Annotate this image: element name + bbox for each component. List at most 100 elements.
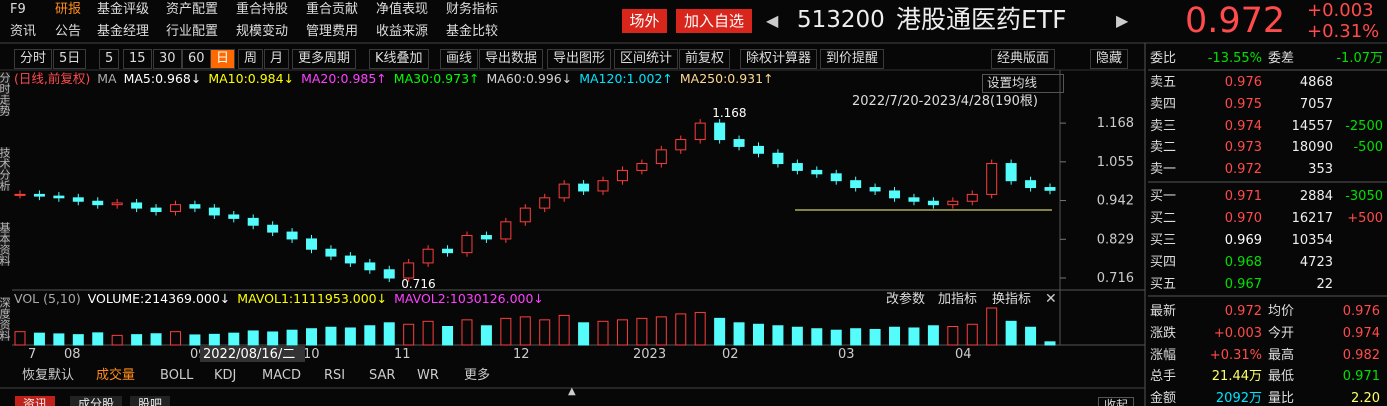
vol-button[interactable]: 改参数 — [886, 292, 926, 307]
indicator-tab[interactable]: MACD — [262, 368, 301, 383]
volume-bar — [344, 327, 356, 346]
book-label: 买四 — [1150, 255, 1177, 270]
candle — [442, 248, 454, 254]
side-tab[interactable]: 技术分析 — [0, 147, 11, 191]
indicator-tab[interactable]: 更多 — [464, 368, 491, 383]
volume-bar — [72, 334, 84, 346]
toolbar-button[interactable]: 5 — [99, 49, 120, 69]
menu-item[interactable]: 管理费用 — [306, 24, 359, 39]
candle — [791, 163, 803, 171]
toolbar-button[interactable]: 导出数据 — [479, 49, 544, 69]
menu-item[interactable]: 基金经理 — [97, 24, 150, 39]
bottom-tab[interactable]: 资讯 — [15, 396, 56, 406]
ma-legend: (日线,前复权) — [14, 71, 91, 86]
vol-button[interactable]: 换指标 — [992, 292, 1032, 307]
close-icon[interactable]: ✕ — [1045, 291, 1057, 307]
bottom-tab[interactable]: 股吧 — [130, 396, 171, 406]
menu-item[interactable]: 研报 — [55, 2, 82, 17]
toolbar-button[interactable]: 经典版面 — [991, 49, 1056, 69]
next-arrow[interactable]: ▶ — [1116, 11, 1129, 30]
toolbar-button[interactable]: 15 — [123, 49, 152, 69]
bottom-tab[interactable]: 成分股 — [70, 396, 123, 406]
indicator-tab[interactable]: RSI — [324, 368, 346, 383]
collapse-arrow[interactable]: ▲ — [568, 386, 576, 397]
menu-item[interactable]: 重合持股 — [236, 2, 289, 17]
candle — [597, 180, 609, 192]
menu-item[interactable]: 重合贡献 — [306, 2, 359, 17]
volume-bar — [578, 322, 590, 346]
toolbar-button[interactable]: 除权计算器 — [740, 49, 818, 69]
side-tab[interactable]: 分时走势 — [0, 72, 11, 116]
prev-arrow[interactable]: ◀ — [766, 11, 779, 30]
volume-bar — [830, 329, 842, 346]
toolbar-button[interactable]: 5日 — [53, 49, 87, 69]
book-volume: 22 — [1316, 277, 1333, 292]
stat-label: 最高 — [1268, 348, 1295, 363]
volume-bar — [1044, 341, 1056, 346]
candle — [966, 193, 978, 202]
menu-item[interactable]: 资产配置 — [166, 2, 219, 17]
toolbar-button[interactable]: 到价提醒 — [820, 49, 885, 69]
volume-bar — [558, 314, 570, 346]
y-tick-label: 0.829 — [1097, 232, 1134, 247]
indicator-tab[interactable]: WR — [417, 368, 439, 383]
cursor-box — [200, 346, 305, 362]
toolbar-button[interactable]: 区间统计 — [614, 49, 679, 69]
stat-label: 涨跌 — [1150, 326, 1177, 341]
stat-label: 均价 — [1268, 304, 1295, 319]
menu-item[interactable]: 行业配置 — [166, 24, 219, 39]
side-tab[interactable]: 深度资料 — [0, 297, 11, 341]
toolbar-button[interactable]: 日 — [210, 49, 236, 69]
menu-item[interactable]: 公告 — [55, 24, 82, 39]
volume-bar — [228, 332, 240, 346]
toolbar-button[interactable]: 60 — [182, 49, 211, 69]
menu-item[interactable]: 基金评级 — [97, 2, 150, 17]
toolbar-button[interactable]: 导出图形 — [547, 49, 612, 69]
toolbar-button[interactable]: 更多周期 — [292, 49, 357, 69]
indicator-tab[interactable]: KDJ — [214, 368, 237, 383]
candle — [286, 231, 298, 240]
candle — [92, 200, 104, 206]
indicator-tab[interactable]: 成交量 — [96, 368, 136, 383]
book-price: 0.971 — [1224, 189, 1262, 204]
volume-bar — [286, 329, 298, 346]
header-button[interactable]: 加入自选 — [676, 9, 752, 33]
volume-bar — [966, 323, 978, 346]
volume-bar — [189, 334, 201, 346]
menu-item[interactable]: 净值表现 — [376, 2, 429, 17]
book-label: 卖一 — [1150, 162, 1177, 177]
menu-item[interactable]: F9 — [10, 2, 26, 17]
indicator-tab[interactable]: 恢复默认 — [22, 368, 75, 383]
toolbar-button[interactable]: 月 — [264, 49, 290, 69]
toolbar-button[interactable]: 分时 — [14, 49, 53, 69]
side-tab[interactable]: 基本资料 — [0, 222, 11, 266]
menu-item[interactable]: 基金比较 — [446, 24, 499, 39]
volume-bar — [403, 323, 415, 346]
header-button[interactable]: 场外 — [622, 9, 667, 33]
toolbar-button[interactable]: 30 — [153, 49, 182, 69]
toolbar-button[interactable]: 画线 — [440, 49, 479, 69]
menu-item[interactable]: 财务指标 — [446, 2, 499, 17]
candle — [422, 248, 434, 264]
book-label: 卖三 — [1150, 119, 1177, 134]
collapse-button[interactable]: 收起 — [1098, 397, 1135, 406]
book-volume: 18090 — [1291, 140, 1333, 155]
toolbar-button[interactable]: 前复权 — [679, 49, 731, 69]
toolbar-button[interactable]: K线叠加 — [369, 49, 429, 69]
indicator-tab[interactable]: SAR — [369, 368, 396, 383]
menu-item[interactable]: 规模变动 — [236, 24, 289, 39]
toolbar-button[interactable]: 隐藏 — [1090, 49, 1129, 69]
indicator-tab[interactable]: BOLL — [160, 368, 194, 383]
menu-item[interactable]: 资讯 — [10, 24, 37, 39]
volume-bar — [714, 317, 726, 346]
volume-bar — [752, 323, 764, 346]
quote-label: 委比 — [1150, 51, 1177, 66]
x-tick-label: 12 — [513, 347, 530, 362]
setting-button[interactable]: 设置均线 — [982, 74, 1065, 93]
toolbar-button[interactable]: 周 — [238, 49, 264, 69]
vol-button[interactable]: 加指标 — [938, 292, 978, 307]
stat-value: +0.003 — [1213, 326, 1262, 341]
volume-bar — [53, 333, 65, 346]
x-tick-label: 11 — [394, 347, 411, 362]
menu-item[interactable]: 收益来源 — [376, 24, 429, 39]
